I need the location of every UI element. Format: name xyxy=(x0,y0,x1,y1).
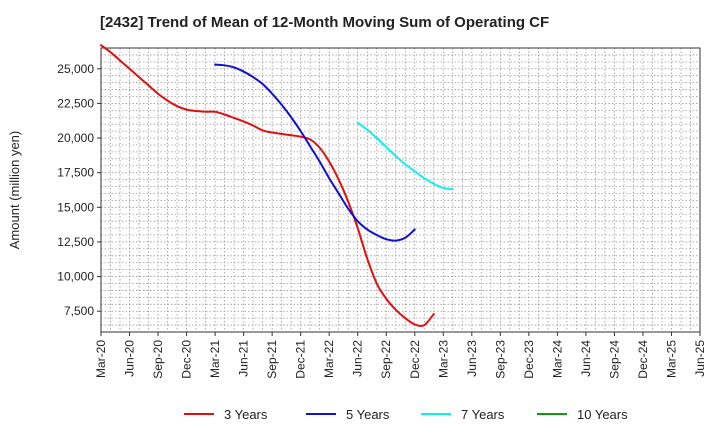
y-tick-label: 12,500 xyxy=(57,235,94,249)
x-tick-label: Dec-21 xyxy=(294,340,308,379)
legend-label-10-years: 10 Years xyxy=(577,407,628,422)
x-tick-label: Sep-22 xyxy=(379,340,393,379)
x-tick-label: Dec-23 xyxy=(522,340,536,379)
x-tick-label: Jun-25 xyxy=(693,340,707,377)
series-line-7-years xyxy=(356,121,454,191)
legend-label-5-years: 5 Years xyxy=(346,407,390,422)
x-tick-label: Mar-24 xyxy=(550,340,564,378)
x-tick-label: Mar-22 xyxy=(322,340,336,378)
x-tick-label: Sep-21 xyxy=(265,340,279,379)
y-tick-label: 17,500 xyxy=(57,166,94,180)
plot-area xyxy=(101,48,700,332)
y-tick-label: 15,000 xyxy=(57,200,94,214)
x-tick-label: Jun-21 xyxy=(237,340,251,377)
x-tick-label: Dec-20 xyxy=(180,340,194,379)
legend-label-3-years: 3 Years xyxy=(224,407,268,422)
chart-title: [2432] Trend of Mean of 12-Month Moving … xyxy=(100,14,550,31)
x-tick-label: Sep-23 xyxy=(493,340,507,379)
x-tick-label: Dec-22 xyxy=(408,340,422,379)
plot-frame xyxy=(100,47,701,333)
y-axis-title: Amount (million yen) xyxy=(7,131,22,250)
x-tick-label: Jun-22 xyxy=(351,340,365,377)
x-tick-label: Jun-24 xyxy=(579,340,593,377)
series-line-3-years xyxy=(100,44,435,327)
x-tick-label: Jun-20 xyxy=(123,340,137,377)
x-tick-label: Sep-24 xyxy=(607,340,621,379)
x-tick-label: Mar-20 xyxy=(94,340,108,378)
x-tick-label: Sep-20 xyxy=(151,340,165,379)
x-tick-label: Mar-25 xyxy=(664,340,678,378)
y-tick-label: 25,000 xyxy=(57,62,94,76)
y-tick-label: 10,000 xyxy=(57,270,94,284)
y-tick-label: 20,000 xyxy=(57,131,94,145)
y-tick-label: 7,500 xyxy=(64,304,94,318)
x-tick-label: Dec-24 xyxy=(636,340,650,379)
y-tick-label: 22,500 xyxy=(57,96,94,110)
series-line-5-years xyxy=(214,63,416,242)
x-tick-label: Jun-23 xyxy=(465,340,479,377)
legend-label-7-years: 7 Years xyxy=(461,407,505,422)
x-tick-label: Mar-21 xyxy=(208,340,222,378)
x-tick-label: Mar-23 xyxy=(436,340,450,378)
